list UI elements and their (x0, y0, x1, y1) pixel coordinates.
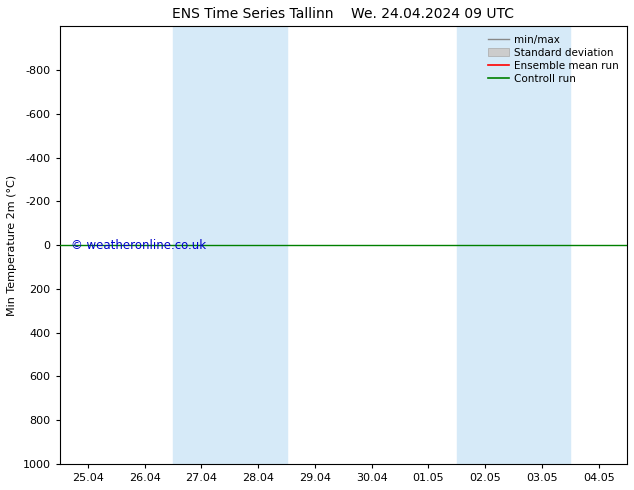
Text: © weatheronline.co.uk: © weatheronline.co.uk (71, 239, 206, 252)
Y-axis label: Min Temperature 2m (°C): Min Temperature 2m (°C) (7, 174, 17, 316)
Bar (173, 26, 287, 464)
Bar (457, 26, 571, 464)
Legend: min/max, Standard deviation, Ensemble mean run, Controll run: min/max, Standard deviation, Ensemble me… (485, 31, 622, 87)
Title: ENS Time Series Tallinn    We. 24.04.2024 09 UTC: ENS Time Series Tallinn We. 24.04.2024 0… (172, 7, 514, 21)
